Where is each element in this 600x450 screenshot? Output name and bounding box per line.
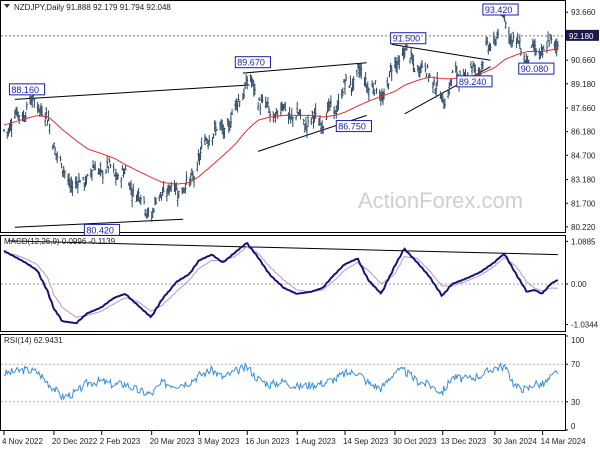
macd-layer [1,241,565,325]
x-tick-label: 13 Dec 2023 [441,437,487,446]
price-annotation-box [234,56,272,69]
main-panel-title: NZDJPY,Daily 91.888 92.179 91.794 92.048 [14,3,171,12]
price-annotation-label: 89.670 [237,58,265,68]
price-annotation-label: 93.420 [485,5,513,15]
trend-line [14,218,184,228]
macd-tick-label: 0.00 [571,280,587,289]
x-tick-label: 30 Oct 2023 [393,437,437,446]
watermark: ActionForex.com [358,188,523,213]
trend-line [242,62,367,74]
y-tick-label: 80.220 [571,223,596,232]
price-annotation-box [83,223,121,236]
rsi-panel-title: RSI(14) 62.9431 [4,336,63,345]
y-tick-label: 87.660 [571,104,596,113]
price-annotation-label: 90.080 [521,64,549,74]
x-tick-label: 2 Feb 2023 [100,437,141,446]
y-tick-label: 81.700 [571,199,596,208]
y-tick-label: 90.660 [571,56,596,65]
price-annotation-box [518,62,555,75]
rsi-y-axis: 100 70 30 0 [565,335,585,431]
macd-panel-title: MACD(12,26,9) 0.0996 -0.1139 [4,237,116,246]
x-axis: 4 Nov 2022 20 Dec 2022 2 Feb 2023 20 Mar 20… [2,431,586,446]
trend-line [8,240,558,256]
price-annotation-label: 80.420 [86,225,114,235]
rsi-tick-label: 0 [571,422,576,431]
x-tick-label: 14 Mar 2024 [541,437,586,446]
price-annotations: 88.160 80.420 89.670 86.750 91.500 89.240 93.4… [8,3,555,236]
price-annotation-label: 91.500 [393,34,421,44]
rsi-layer [1,362,565,403]
y-tick-label: 89.180 [571,80,596,89]
x-tick-label: 14 Sep 2023 [343,437,389,446]
x-tick-label: 20 Dec 2022 [52,437,98,446]
x-tick-label: 30 Jan 2024 [493,437,538,446]
x-tick-label: 1 Aug 2023 [295,437,336,446]
y-tick-label: 84.700 [571,151,596,160]
x-tick-label: 3 May 2023 [197,437,239,446]
y-tick-label: 86.180 [571,128,596,137]
price-bars [3,5,559,222]
price-annotation-box [482,3,519,16]
price-annotation-box [335,120,372,133]
macd-tick-label: -1.0344 [571,321,599,330]
main-panel-frame [0,0,566,233]
x-tick-label: 16 Jun 2023 [245,437,290,446]
last-price-tag [566,29,599,41]
x-tick-label: 20 Mar 2023 [150,437,195,446]
price-annotation-box [8,83,46,96]
y-tick-label: 83.180 [571,176,596,185]
macd-y-axis: 1.0885 0.00 -1.0344 [565,237,599,330]
rsi-tick-label: 100 [571,336,585,345]
rsi-panel-frame [0,334,566,431]
rsi-tick-label: 30 [571,398,580,407]
macd-signal-line [3,246,558,318]
trend-line [14,84,250,100]
last-price-label: 92.180 [569,32,594,41]
price-annotation-box [456,75,493,88]
chart-menu-icon[interactable] [4,4,10,8]
x-tick-label: 4 Nov 2022 [2,437,43,446]
price-annotation-box [390,32,427,45]
macd-line [3,241,559,325]
macd-tick-label: 1.0885 [571,237,596,246]
price-annotation-label: 88.160 [11,85,39,95]
rsi-line [3,362,559,401]
y-tick-label: 93.660 [571,8,596,17]
rsi-tick-label: 70 [571,360,580,369]
trend-line [391,43,491,61]
price-annotation-label: 89.240 [459,77,487,87]
main-y-axis: 93.660 92.180 90.660 89.180 87.660 86.180 84.7… [1,8,599,232]
price-annotation-label: 86.750 [338,122,366,132]
